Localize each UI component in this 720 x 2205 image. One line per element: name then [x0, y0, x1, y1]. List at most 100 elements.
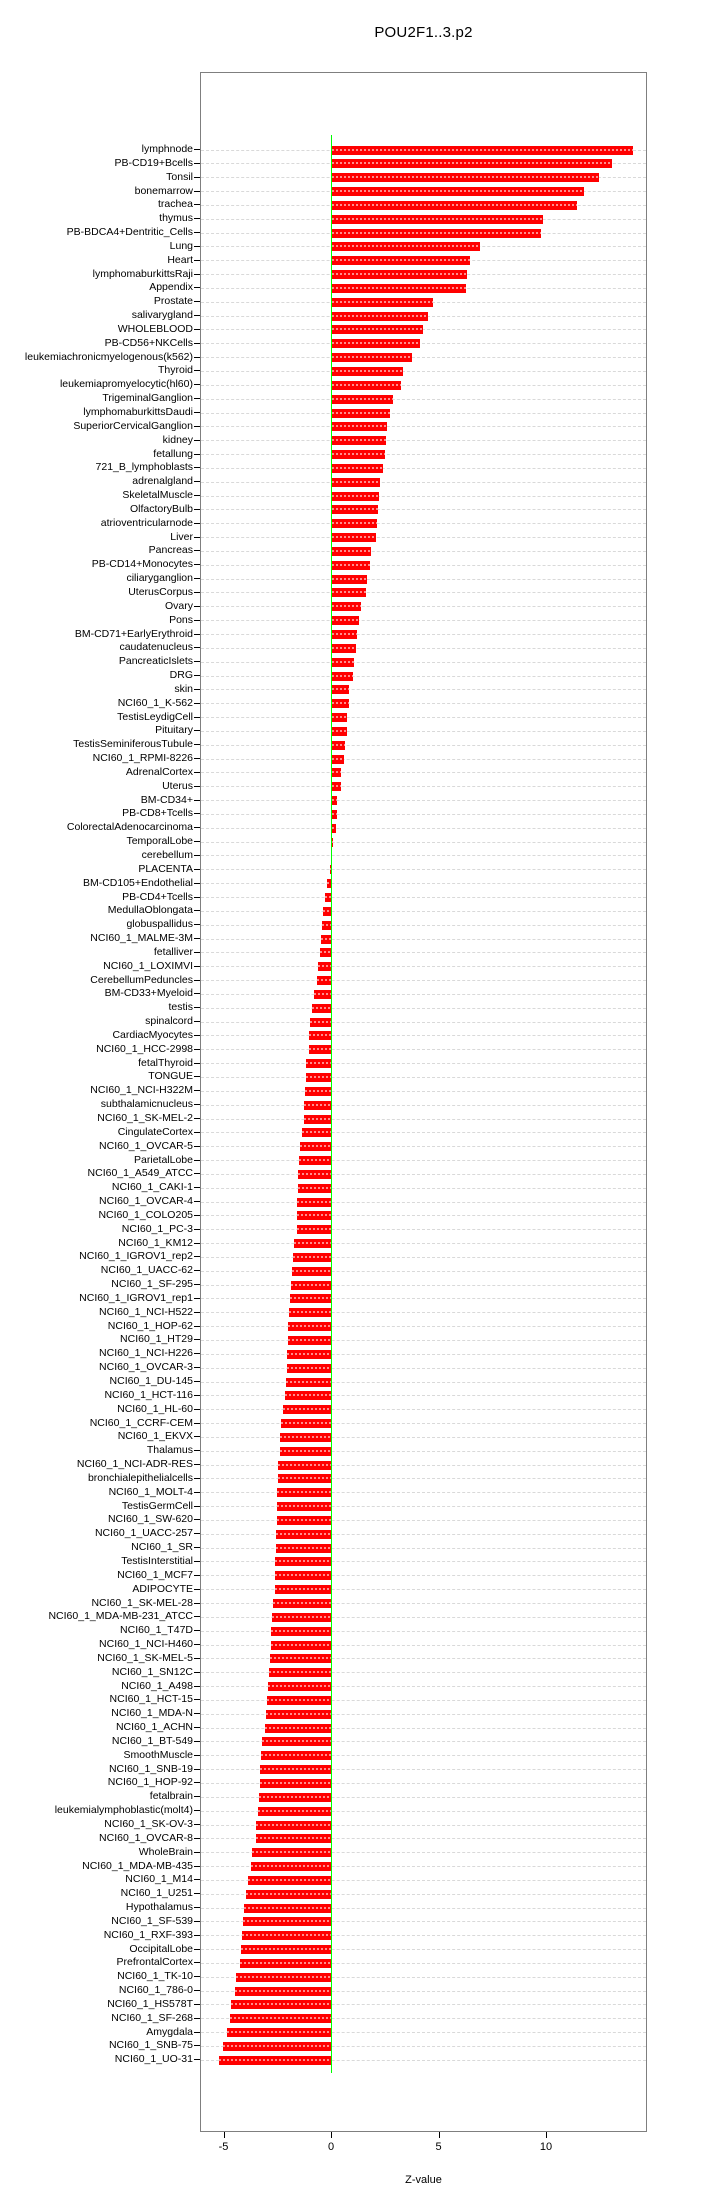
y-axis-tick — [194, 1187, 200, 1189]
y-axis-tick — [194, 2031, 200, 2033]
category-label: fetallung — [153, 447, 193, 460]
bar-dash-pattern — [332, 328, 424, 331]
gridline — [201, 537, 646, 539]
bar-dash-pattern — [248, 1878, 332, 1881]
category-label: NCI60_1_HS578T — [107, 1997, 193, 2010]
bar-dash-pattern — [332, 217, 543, 220]
bar-dash-pattern — [241, 1948, 332, 1951]
bar — [332, 200, 578, 210]
gridline — [201, 578, 646, 580]
bar — [279, 1446, 332, 1456]
gridline — [201, 2004, 646, 2006]
y-axis-tick — [194, 979, 200, 981]
gridline — [201, 1741, 646, 1743]
y-axis-tick — [194, 1104, 200, 1106]
gridline — [201, 357, 646, 359]
bar-dash-pattern — [332, 231, 541, 234]
y-axis-tick — [194, 1547, 200, 1549]
y-axis-tick — [194, 1671, 200, 1673]
gridline — [201, 454, 646, 456]
bar — [332, 685, 350, 695]
y-axis-tick — [194, 1713, 200, 1715]
gridline — [201, 772, 646, 774]
category-label: NCI60_1_HOP-62 — [107, 1319, 193, 1332]
y-axis-tick — [194, 1311, 200, 1313]
y-axis-tick — [194, 799, 200, 801]
y-axis-tick — [194, 1810, 200, 1812]
gridline — [201, 1063, 646, 1065]
gridline — [201, 1547, 646, 1549]
bar — [332, 436, 386, 446]
bar — [332, 616, 359, 626]
bar — [271, 1626, 332, 1636]
y-axis-tick — [194, 1907, 200, 1909]
y-axis-tick — [194, 1297, 200, 1299]
y-axis-tick — [194, 218, 200, 220]
y-axis-tick — [194, 1214, 200, 1216]
bar-dash-pattern — [332, 314, 428, 317]
bar — [319, 948, 332, 958]
category-label: OccipitalLobe — [129, 1942, 193, 1955]
bar-dash-pattern — [332, 245, 481, 248]
bar-dash-pattern — [242, 1920, 332, 1923]
bar-dash-pattern — [332, 522, 378, 525]
y-axis-tick — [194, 688, 200, 690]
gridline — [201, 1021, 646, 1023]
bar-dash-pattern — [319, 951, 332, 954]
bar — [291, 1280, 332, 1290]
gridline — [201, 1395, 646, 1397]
category-label: CerebellumPeduncles — [90, 973, 193, 986]
gridline — [201, 1353, 646, 1355]
bar-dash-pattern — [258, 1809, 332, 1812]
bar-dash-pattern — [305, 1062, 332, 1065]
bar-dash-pattern — [332, 536, 377, 539]
gridline — [201, 758, 646, 760]
category-label: NCI60_1_SF-268 — [111, 2011, 193, 2024]
bar-dash-pattern — [286, 1366, 332, 1369]
gridline — [201, 1326, 646, 1328]
bar — [259, 1778, 332, 1788]
bar-dash-pattern — [309, 1020, 332, 1023]
bar — [298, 1169, 332, 1179]
y-axis-tick — [194, 2059, 200, 2061]
y-axis-tick — [194, 1367, 200, 1369]
gridline — [201, 509, 646, 511]
y-axis-tick — [194, 605, 200, 607]
bar — [261, 1737, 332, 1747]
category-label: lymphnode — [141, 143, 193, 155]
bar — [269, 1654, 332, 1664]
y-axis-tick — [194, 536, 200, 538]
y-axis-tick — [194, 453, 200, 455]
y-axis-tick — [194, 675, 200, 677]
bar-dash-pattern — [236, 1975, 332, 1978]
category-label: Pituitary — [155, 724, 193, 737]
bar — [332, 242, 481, 252]
y-axis-tick — [194, 1228, 200, 1230]
category-label: spinalcord — [145, 1015, 193, 1028]
category-label: NCI60_1_COLO205 — [98, 1208, 193, 1221]
bar-dash-pattern — [278, 1463, 332, 1466]
gridline — [201, 1782, 646, 1784]
category-label: BM-CD33+Myeloid — [104, 987, 193, 1000]
bar-dash-pattern — [332, 453, 385, 456]
category-label: Prostate — [153, 295, 193, 308]
bar-dash-pattern — [279, 1449, 332, 1452]
bar — [286, 1363, 332, 1373]
gridline — [201, 1076, 646, 1078]
y-axis-tick — [194, 328, 200, 330]
bar-dash-pattern — [332, 162, 612, 165]
y-axis-tick — [194, 245, 200, 247]
bar — [332, 408, 391, 418]
y-axis-tick — [194, 356, 200, 358]
gridline — [201, 1616, 646, 1618]
y-axis-tick — [194, 1630, 200, 1632]
gridline — [201, 1672, 646, 1674]
category-label: SkeletalMuscle — [122, 489, 193, 502]
gridline — [201, 1146, 646, 1148]
gridline — [201, 1866, 646, 1868]
category-label: MedullaOblongata — [107, 904, 193, 917]
y-axis-tick — [194, 1768, 200, 1770]
gridline — [201, 343, 646, 345]
y-axis-tick — [194, 1062, 200, 1064]
gridline — [201, 1118, 646, 1120]
